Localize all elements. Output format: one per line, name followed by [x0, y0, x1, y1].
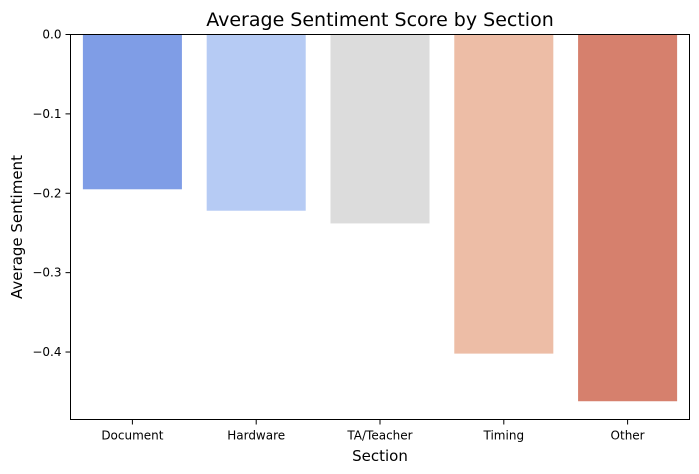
- y-tick-label: −0.3: [32, 266, 61, 280]
- y-ticks: 0.0 −0.1 −0.2 −0.3 −0.4: [32, 28, 71, 359]
- plot-frame: [70, 34, 690, 420]
- y-tick-label: 0.0: [42, 28, 61, 42]
- bar-other: [578, 34, 678, 402]
- y-tick-label: −0.4: [32, 345, 61, 359]
- x-tick-label: TA/Teacher: [346, 429, 412, 443]
- y-tick-label: −0.2: [32, 186, 61, 200]
- chart-title: Average Sentiment Score by Section: [206, 9, 554, 31]
- bar-timing: [454, 34, 554, 354]
- bar-ta-teacher: [330, 34, 430, 224]
- bar-hardware: [206, 34, 306, 211]
- x-tick-label: Other: [611, 429, 645, 443]
- x-ticks: Document Hardware TA/Teacher Timing Other: [101, 419, 645, 443]
- x-tick-label: Hardware: [227, 429, 285, 443]
- x-tick-label: Timing: [483, 429, 525, 443]
- bars-group: [82, 34, 678, 402]
- y-axis-label: Average Sentiment: [8, 155, 26, 299]
- x-axis-label: Section: [352, 447, 408, 465]
- x-tick-label: Document: [101, 429, 163, 443]
- bar-document: [82, 34, 182, 190]
- y-tick-label: −0.1: [32, 107, 61, 121]
